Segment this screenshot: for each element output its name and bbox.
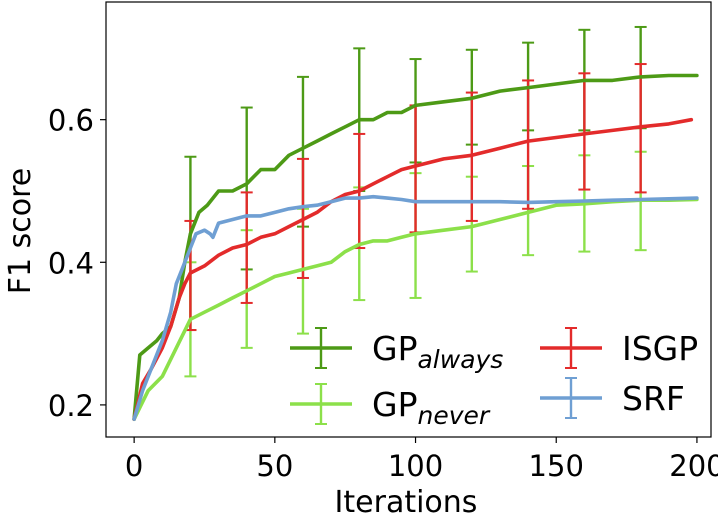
x-tick-label: 50	[256, 449, 293, 483]
legend-label: GPalways	[372, 329, 503, 374]
series-line-srf	[132, 194, 699, 422]
legend-entry-gp-never: GPnever	[290, 383, 491, 430]
error-bar-isgp-40	[240, 191, 253, 304]
legend-entry-gp-always: GPalways	[290, 327, 503, 374]
legend-label: SRF	[622, 379, 685, 418]
x-axis-ticks: 0 50 100 150 200	[125, 437, 718, 483]
axes-frame	[105, 1, 712, 438]
series-line-isgp	[132, 117, 694, 422]
y-axis-ticks: 0.2 0.4 0.6	[48, 104, 106, 423]
legend: GPalways GPnever ISGP SRF	[290, 327, 698, 430]
x-axis-label: Iterations	[335, 485, 478, 520]
x-tick-label: 100	[388, 449, 443, 483]
x-tick-label: 200	[669, 449, 718, 483]
error-bar-isgp-140	[522, 79, 535, 210]
series-lines-layer	[132, 73, 699, 422]
y-axis-label: F1 score	[3, 168, 38, 295]
legend-label: ISGP	[622, 329, 698, 368]
legend-entry-srf: SRF	[540, 377, 685, 419]
y-tick-label: 0.6	[48, 104, 94, 138]
legend-label: GPnever	[372, 385, 491, 430]
x-tick-label: 150	[529, 449, 584, 483]
legend-entry-isgp: ISGP	[540, 327, 698, 369]
y-tick-label: 0.4	[48, 246, 94, 280]
series-line-gp-never	[132, 197, 699, 422]
y-tick-label: 0.2	[48, 389, 94, 423]
error-bar-isgp-160	[578, 72, 591, 191]
x-tick-label: 0	[125, 449, 143, 483]
